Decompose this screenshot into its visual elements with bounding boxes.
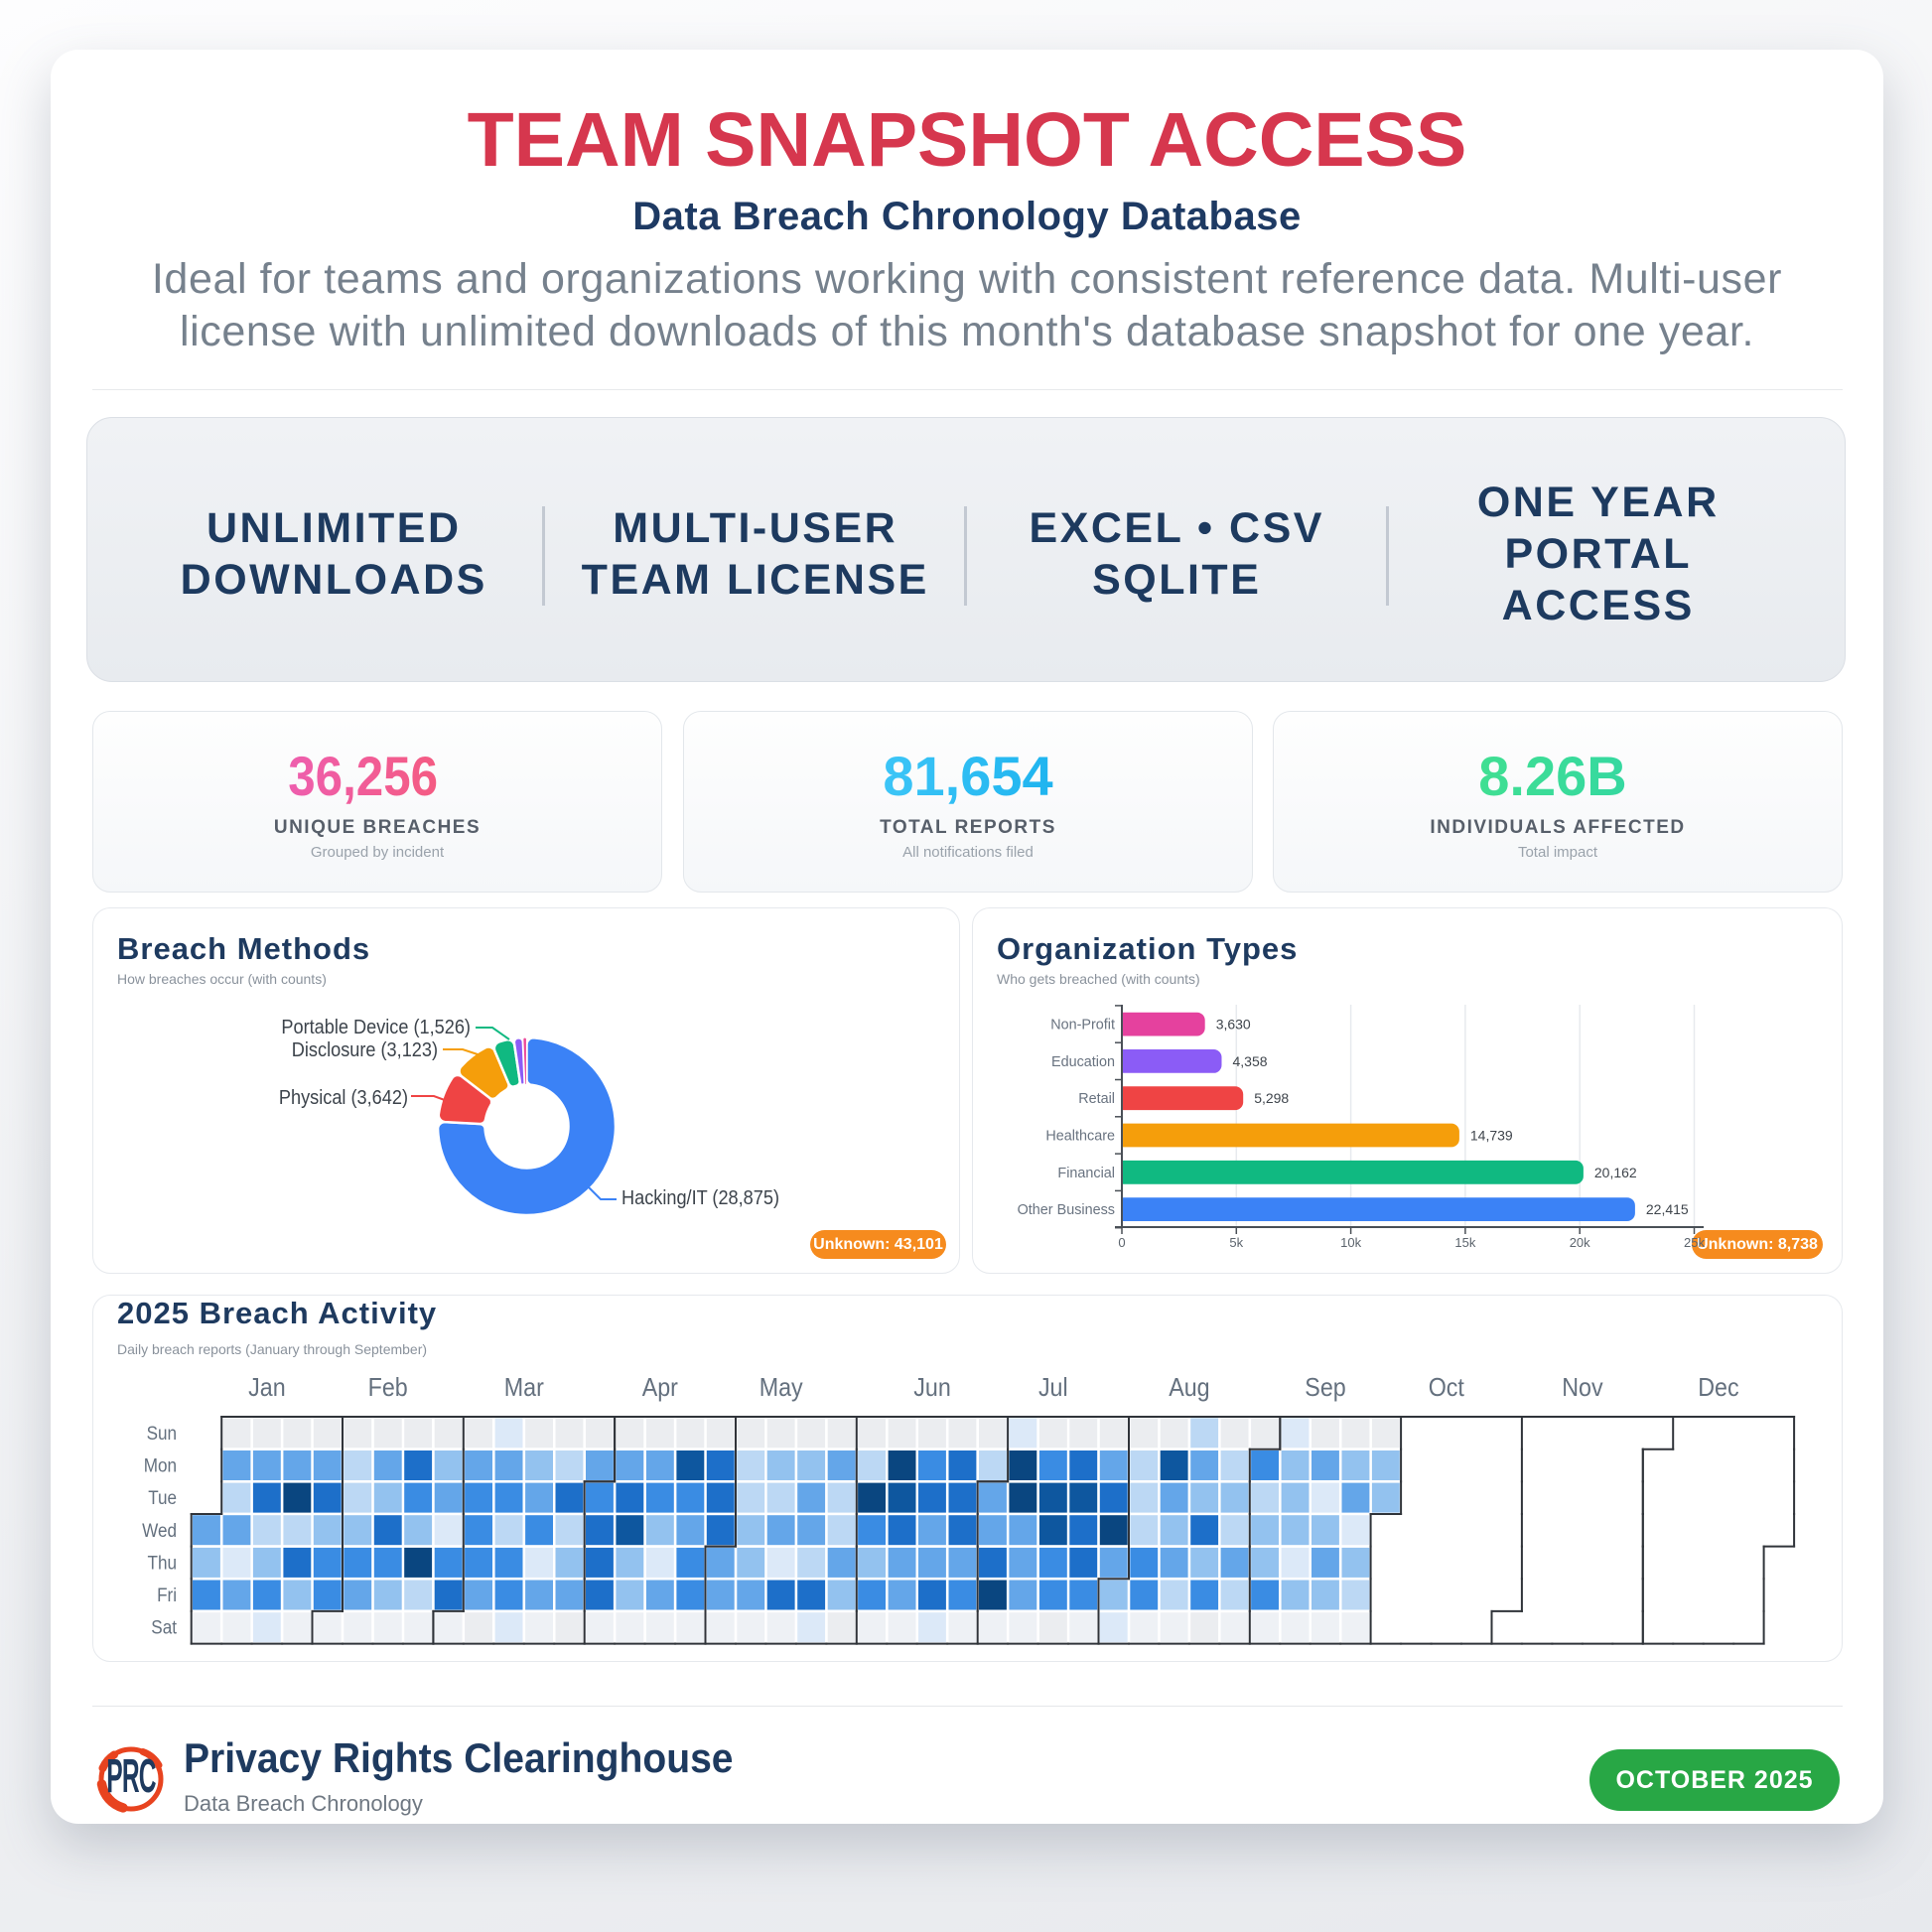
svg-text:Apr: Apr: [642, 1372, 678, 1402]
svg-text:Disclosure (3,123): Disclosure (3,123): [292, 1038, 438, 1061]
svg-text:Sun: Sun: [147, 1424, 177, 1445]
svg-text:Education: Education: [1051, 1054, 1115, 1070]
svg-text:22,415: 22,415: [1646, 1201, 1689, 1217]
svg-text:Non-Profit: Non-Profit: [1050, 1018, 1115, 1034]
svg-text:Aug: Aug: [1169, 1372, 1209, 1402]
svg-text:Jun: Jun: [913, 1372, 951, 1402]
svg-text:5k: 5k: [1229, 1235, 1243, 1250]
svg-text:PRC: PRC: [106, 1749, 156, 1803]
svg-text:Oct: Oct: [1429, 1372, 1465, 1402]
svg-text:Other Business: Other Business: [1018, 1202, 1115, 1218]
svg-text:Sep: Sep: [1305, 1372, 1345, 1402]
svg-text:Sat: Sat: [151, 1618, 177, 1639]
svg-text:3,630: 3,630: [1216, 1017, 1251, 1033]
svg-text:Tue: Tue: [148, 1488, 177, 1509]
svg-text:0: 0: [1118, 1235, 1125, 1250]
svg-text:Physical (3,642): Physical (3,642): [279, 1086, 408, 1109]
svg-text:Hacking/IT (28,875): Hacking/IT (28,875): [621, 1186, 779, 1209]
svg-text:25k: 25k: [1684, 1235, 1705, 1250]
svg-text:20,162: 20,162: [1594, 1165, 1637, 1180]
svg-text:14,739: 14,739: [1470, 1128, 1513, 1144]
svg-text:Fri: Fri: [157, 1586, 177, 1606]
svg-text:Dec: Dec: [1698, 1372, 1738, 1402]
svg-text:Nov: Nov: [1562, 1372, 1602, 1402]
svg-text:Thu: Thu: [148, 1553, 178, 1574]
svg-text:Mar: Mar: [504, 1372, 544, 1402]
svg-text:4,358: 4,358: [1233, 1053, 1268, 1069]
svg-text:5,298: 5,298: [1254, 1090, 1289, 1106]
svg-text:Retail: Retail: [1078, 1091, 1115, 1107]
svg-text:Mon: Mon: [144, 1456, 177, 1477]
svg-text:20k: 20k: [1570, 1235, 1590, 1250]
svg-text:Portable Device (1,526): Portable Device (1,526): [281, 1016, 471, 1038]
svg-text:May: May: [759, 1372, 803, 1402]
svg-text:Jan: Jan: [248, 1372, 286, 1402]
svg-text:15k: 15k: [1454, 1235, 1475, 1250]
svg-text:Wed: Wed: [142, 1521, 177, 1542]
svg-text:Feb: Feb: [368, 1372, 408, 1402]
svg-text:Healthcare: Healthcare: [1045, 1129, 1115, 1145]
svg-text:10k: 10k: [1340, 1235, 1361, 1250]
svg-text:Jul: Jul: [1038, 1372, 1068, 1402]
svg-text:Financial: Financial: [1057, 1166, 1115, 1181]
